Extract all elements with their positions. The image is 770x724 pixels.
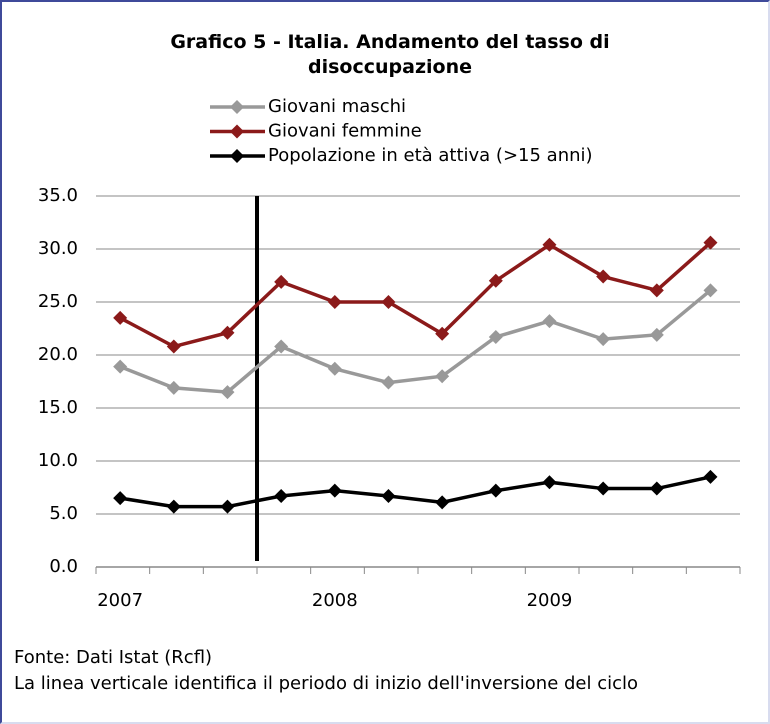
legend-marker [230,100,244,114]
y-tick-label: 15.0 [38,397,78,418]
point [274,488,289,503]
x-tick-label: 2009 [527,590,573,611]
y-tick-label: 5.0 [49,503,78,524]
point [435,326,450,341]
point [542,237,557,252]
point [703,235,718,250]
series-line [119,241,712,349]
series-line [119,475,711,509]
series-line [119,288,712,394]
point [488,483,503,498]
point [542,314,557,329]
point [113,359,128,374]
point [435,495,450,510]
y-tick-label: 20.0 [38,344,78,365]
point [327,295,342,309]
point [327,361,342,376]
point [327,483,342,498]
point [113,310,128,325]
point [113,491,128,506]
legend-label: Giovani maschi [268,96,406,117]
x-tick-label: 2008 [312,590,358,611]
point [649,327,664,342]
legend-label: Giovani femmine [268,121,422,142]
point [488,329,503,344]
y-tick-label: 10.0 [38,450,78,471]
point [649,481,664,496]
point [381,295,396,309]
y-tick-label: 25.0 [38,291,78,312]
point [381,488,396,503]
y-tick-label: 35.0 [38,185,78,206]
point [488,273,503,288]
y-tick-label: 0.0 [49,556,78,577]
point [220,325,235,340]
point [703,283,718,298]
legend-label: Popolazione in età attiva (>15 anni) [268,145,593,166]
point [703,469,718,484]
source: Fonte: Dati Istat (Rcfl) [14,647,213,668]
point [166,380,181,395]
point [166,499,181,514]
point [274,274,289,289]
point [542,475,557,490]
x-tick-label: 2007 [97,590,143,611]
note: La linea verticale identifica il periodo… [14,673,639,694]
point [274,339,289,354]
point [649,283,664,298]
point [596,481,611,496]
legend-marker [230,149,244,163]
point [166,339,181,354]
legend-marker [230,124,244,139]
chart-title: Grafico 5 - Italia. Andamento del tasso … [170,31,610,78]
point [220,385,235,400]
point [435,369,450,384]
point [220,499,235,514]
point [596,332,611,347]
point [381,375,396,390]
y-tick-label: 30.0 [38,238,78,259]
point [596,269,611,284]
